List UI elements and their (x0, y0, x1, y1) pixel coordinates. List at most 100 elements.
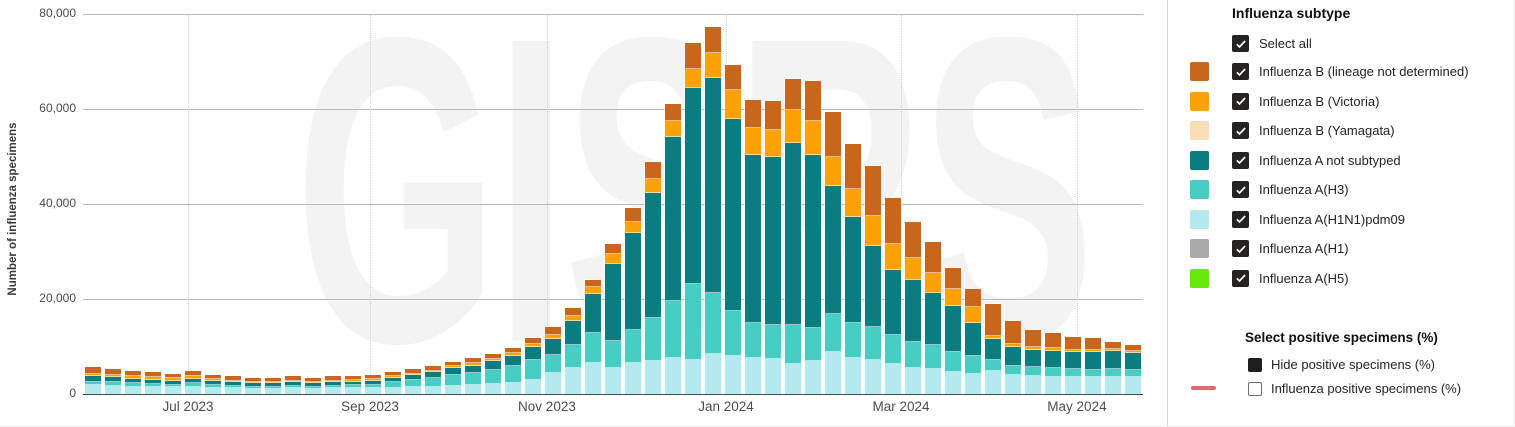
segment-a-h3[interactable] (825, 313, 841, 353)
segment-b-victoria[interactable] (365, 379, 381, 382)
segment-a-h3[interactable] (565, 344, 581, 369)
segment-a-not-subtyped[interactable] (705, 78, 721, 293)
segment-a-h3[interactable] (505, 366, 521, 383)
subtype-label-3[interactable]: Influenza B (Yamagata) (1259, 123, 1395, 138)
segment-b-lineage-nd[interactable] (465, 358, 481, 364)
segment-a-h1n1-pdm09[interactable] (1065, 377, 1081, 394)
segment-b-victoria[interactable] (165, 378, 181, 381)
segment-b-lineage-nd[interactable] (585, 279, 601, 287)
bar-week-2023-07-10[interactable] (225, 376, 241, 394)
segment-b-victoria[interactable] (405, 373, 421, 376)
segment-a-not-subtyped[interactable] (165, 380, 181, 385)
segment-a-h3[interactable] (1065, 369, 1081, 378)
bar-week-2023-07-24[interactable] (265, 377, 281, 394)
segment-b-lineage-nd[interactable] (725, 65, 741, 90)
segment-a-h3[interactable] (845, 322, 861, 359)
segment-a-h3[interactable] (85, 381, 101, 386)
segment-b-victoria[interactable] (865, 216, 881, 247)
segment-a-h1n1-pdm09[interactable] (825, 352, 841, 394)
segment-a-h1n1-pdm09[interactable] (225, 388, 241, 394)
bar-week-2023-10-23[interactable] (525, 337, 541, 394)
segment-a-h1n1-pdm09[interactable] (265, 388, 281, 394)
segment-a-h3[interactable] (685, 283, 701, 360)
segment-a-h3[interactable] (245, 386, 261, 389)
segment-b-victoria[interactable] (465, 363, 481, 366)
bar-week-2023-08-28[interactable] (365, 375, 381, 394)
segment-b-victoria[interactable] (585, 286, 601, 294)
segment-a-h3[interactable] (345, 385, 361, 389)
segment-a-h3[interactable] (165, 384, 181, 388)
segment-b-lineage-nd[interactable] (445, 361, 461, 367)
segment-a-not-subtyped[interactable] (1105, 351, 1121, 370)
segment-a-h1n1-pdm09[interactable] (245, 388, 261, 394)
segment-b-victoria[interactable] (805, 120, 821, 156)
segment-b-victoria[interactable] (925, 272, 941, 293)
segment-b-lineage-nd[interactable] (785, 79, 801, 110)
segment-b-lineage-nd[interactable] (765, 100, 781, 130)
bar-week-2023-12-11[interactable] (665, 103, 681, 394)
segment-b-victoria[interactable] (965, 307, 981, 323)
segment-b-lineage-nd[interactable] (185, 370, 201, 377)
segment-b-lineage-nd[interactable] (325, 376, 341, 381)
bar-week-2024-02-19[interactable] (865, 165, 881, 394)
segment-a-not-subtyped[interactable] (225, 382, 241, 386)
segment-b-lineage-nd[interactable] (605, 244, 621, 254)
segment-a-h3[interactable] (325, 385, 341, 389)
segment-a-not-subtyped[interactable] (285, 382, 301, 386)
segment-a-not-subtyped[interactable] (945, 306, 961, 352)
segment-b-lineage-nd[interactable] (205, 374, 221, 380)
segment-b-lineage-nd[interactable] (1085, 338, 1101, 350)
segment-a-h1n1-pdm09[interactable] (465, 384, 481, 394)
segment-a-h1n1-pdm09[interactable] (665, 358, 681, 394)
segment-b-victoria[interactable] (665, 121, 681, 138)
segment-b-lineage-nd[interactable] (165, 373, 181, 379)
segment-b-victoria[interactable] (545, 334, 561, 340)
subtype-checkbox-4[interactable] (1232, 151, 1249, 169)
segment-a-not-subtyped[interactable] (125, 378, 141, 384)
segment-a-h3[interactable] (925, 345, 941, 369)
segment-b-lineage-nd[interactable] (925, 242, 941, 273)
subtype-checkbox-1[interactable] (1232, 63, 1249, 80)
bar-week-2023-06-12[interactable] (145, 372, 161, 394)
subtype-label-7[interactable]: Influenza A(H1) (1259, 241, 1349, 256)
segment-b-lineage-nd[interactable] (945, 267, 961, 289)
segment-a-h1n1-pdm09[interactable] (905, 367, 921, 394)
bar-week-2023-09-11[interactable] (405, 369, 421, 394)
segment-b-lineage-nd[interactable] (965, 289, 981, 308)
segment-a-h1n1-pdm09[interactable] (625, 363, 641, 394)
segment-b-victoria[interactable] (725, 90, 741, 119)
segment-a-h1n1-pdm09[interactable] (865, 359, 881, 394)
bar-week-2024-04-29[interactable] (1065, 337, 1081, 394)
segment-a-not-subtyped[interactable] (485, 361, 501, 370)
subtype-checkbox-3[interactable] (1232, 122, 1249, 139)
segment-a-not-subtyped[interactable] (405, 375, 421, 381)
segment-a-not-subtyped[interactable] (1065, 352, 1081, 370)
segment-a-not-subtyped[interactable] (305, 383, 321, 387)
segment-b-lineage-nd[interactable] (85, 367, 101, 374)
segment-b-lineage-nd[interactable] (825, 111, 841, 157)
bar-week-2023-07-03[interactable] (205, 374, 221, 394)
segment-a-h3[interactable] (1005, 365, 1021, 375)
bar-week-2023-06-05[interactable] (125, 370, 141, 394)
segment-a-h1n1-pdm09[interactable] (1105, 376, 1121, 394)
bar-week-2023-06-19[interactable] (165, 373, 181, 394)
bar-week-2024-02-05[interactable] (825, 111, 841, 394)
segment-b-lineage-nd[interactable] (545, 327, 561, 335)
segment-a-h1n1-pdm09[interactable] (1025, 376, 1041, 394)
segment-a-h1n1-pdm09[interactable] (185, 386, 201, 394)
segment-a-h1n1-pdm09[interactable] (485, 384, 501, 394)
segment-b-lineage-nd[interactable] (105, 368, 121, 375)
bar-week-2023-10-30[interactable] (545, 327, 561, 394)
segment-a-h1n1-pdm09[interactable] (945, 372, 961, 394)
bar-week-2023-09-25[interactable] (445, 361, 461, 394)
segment-a-h3[interactable] (625, 329, 641, 364)
segment-a-h1n1-pdm09[interactable] (1005, 375, 1021, 394)
segment-a-not-subtyped[interactable] (1125, 353, 1141, 371)
segment-a-h1n1-pdm09[interactable] (85, 385, 101, 394)
segment-a-h1n1-pdm09[interactable] (685, 359, 701, 394)
segment-a-not-subtyped[interactable] (805, 155, 821, 328)
segment-a-h1n1-pdm09[interactable] (525, 379, 541, 394)
segment-a-h1n1-pdm09[interactable] (965, 374, 981, 394)
segment-a-h1n1-pdm09[interactable] (505, 382, 521, 394)
segment-a-h3[interactable] (805, 327, 821, 361)
